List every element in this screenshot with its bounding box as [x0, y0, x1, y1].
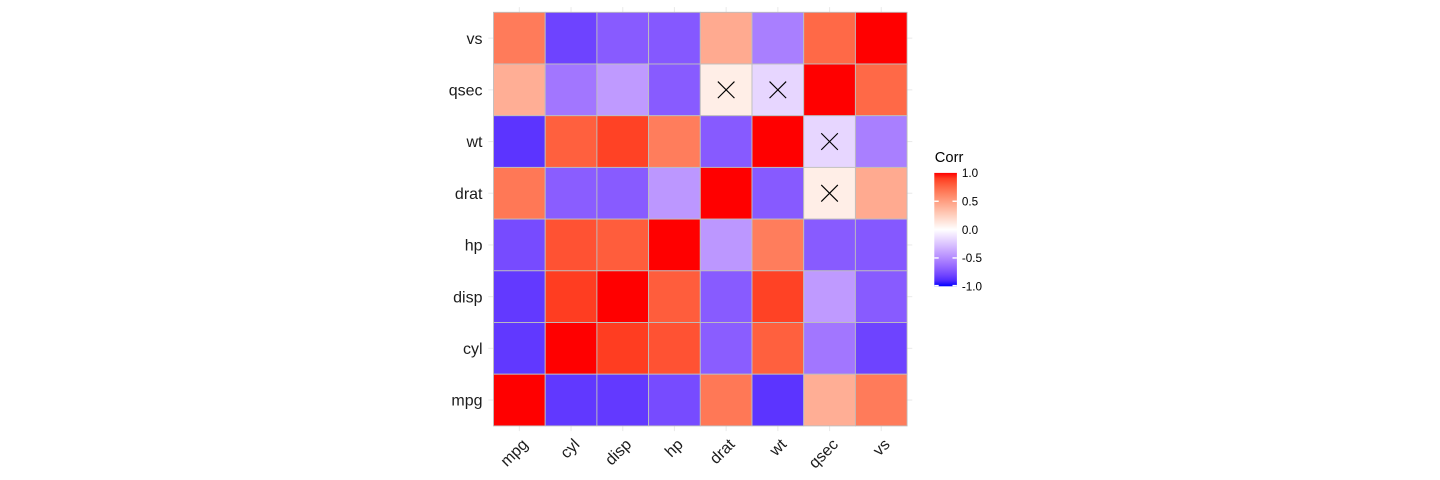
tile-vs-hp	[648, 11, 701, 65]
legend-colorbar	[934, 172, 957, 287]
legend-title: Corr	[935, 150, 964, 166]
x-axis-label-wt: wt	[766, 436, 790, 460]
tile-hp-drat	[699, 218, 753, 272]
y-axis-label-vs: vs	[467, 31, 483, 48]
x-axis-label-hp: hp	[662, 436, 687, 461]
tile-vs-cyl	[544, 11, 598, 65]
tile-disp-hp	[648, 270, 701, 323]
tile-qsec-cyl	[544, 63, 598, 117]
tile-qsec-vs	[854, 63, 908, 117]
tile-cyl-qsec	[803, 322, 856, 375]
tile-cyl-cyl	[544, 322, 598, 375]
tile-cyl-wt	[751, 322, 805, 375]
tile-drat-cyl	[544, 166, 598, 220]
tile-mpg-qsec	[803, 373, 856, 427]
y-axis-label-disp: disp	[453, 289, 482, 306]
tile-disp-drat	[699, 270, 753, 323]
tile-mpg-hp	[648, 373, 701, 427]
tile-cyl-disp	[596, 322, 650, 375]
tile-wt-hp	[648, 115, 701, 168]
tile-hp-cyl	[544, 218, 598, 272]
x-axis-label-disp: disp	[602, 436, 635, 469]
tile-drat-disp	[596, 166, 650, 220]
tile-mpg-vs	[854, 373, 908, 427]
x-axis-label-cyl: cyl	[558, 436, 584, 462]
tile-hp-mpg	[493, 218, 546, 272]
x-axis-label-drat: drat	[707, 436, 739, 468]
tile-vs-drat	[699, 11, 753, 65]
tile-qsec-disp	[596, 63, 650, 117]
tile-disp-cyl	[544, 270, 598, 323]
tile-vs-mpg	[493, 11, 546, 65]
y-axis-label-cyl: cyl	[463, 341, 483, 358]
cross-mark-wt-qsec	[820, 132, 839, 151]
tile-drat-hp	[648, 166, 701, 220]
legend-tick-labels: 1.0 0.5 0.0 -0.5 -1.0	[962, 167, 983, 293]
tile-cyl-vs	[854, 322, 908, 375]
tile-cyl-hp	[648, 322, 701, 375]
x-axis-label-qsec: qsec	[806, 436, 842, 472]
tile-disp-wt	[751, 270, 805, 323]
legend-tick-label--0.5: -0.5	[962, 252, 983, 265]
tile-mpg-cyl	[544, 373, 598, 427]
tile-mpg-drat	[699, 373, 753, 427]
y-axis-label-mpg: mpg	[451, 393, 482, 410]
legend-tick-label-1.0: 1.0	[962, 167, 979, 180]
tile-wt-cyl	[544, 115, 598, 168]
panel-grid-stubs	[488, 7, 913, 432]
tile-qsec-hp	[648, 63, 701, 117]
tile-wt-wt	[751, 115, 805, 168]
cross-mark-qsec-wt	[769, 81, 787, 99]
tile-drat-mpg	[493, 166, 546, 220]
tile-drat-drat	[699, 166, 753, 220]
cross-mark-drat-qsec	[820, 184, 839, 202]
tile-vs-vs	[854, 11, 908, 65]
y-axis-label-drat: drat	[455, 186, 483, 203]
tile-cyl-drat	[699, 322, 753, 375]
tile-qsec-mpg	[493, 63, 546, 117]
x-axis-label-vs: vs	[870, 436, 893, 459]
color-legend: Corr 1.0 0.5 0.0 -0.5 -1.0	[934, 150, 983, 294]
x-axis-labels: mpg cyl disp hp drat wt qsec vs	[498, 436, 894, 472]
tile-hp-disp	[596, 218, 650, 272]
tile-hp-hp	[648, 218, 701, 272]
tile-vs-wt	[751, 11, 805, 65]
insignificance-cross-marks	[717, 81, 839, 202]
y-axis-label-wt: wt	[466, 134, 484, 151]
tile-cyl-mpg	[493, 322, 546, 375]
tile-mpg-mpg	[493, 373, 546, 427]
tile-disp-disp	[596, 270, 650, 323]
cross-mark-qsec-drat	[717, 81, 735, 99]
tile-qsec-qsec	[803, 63, 856, 117]
legend-gradient-bar	[934, 172, 957, 287]
tile-wt-drat	[699, 115, 753, 168]
y-axis-labels: vs qsec wt drat hp disp cyl mpg	[449, 31, 483, 410]
tile-wt-mpg	[493, 115, 546, 168]
legend-tick-label--1.0: -1.0	[962, 281, 983, 294]
legend-tick-label-0.5: 0.5	[962, 195, 979, 208]
tile-disp-vs	[854, 270, 908, 323]
tile-wt-vs	[854, 115, 908, 168]
tile-hp-vs	[854, 218, 908, 272]
tile-mpg-disp	[596, 373, 650, 427]
tile-hp-wt	[751, 218, 805, 272]
y-axis-label-qsec: qsec	[449, 82, 483, 99]
x-axis-label-mpg: mpg	[498, 436, 532, 470]
tile-wt-disp	[596, 115, 650, 168]
tile-vs-disp	[596, 11, 650, 65]
tile-mpg-wt	[751, 373, 805, 427]
tile-drat-wt	[751, 166, 805, 220]
tile-vs-qsec	[803, 11, 856, 65]
legend-tick-label-0.0: 0.0	[962, 224, 979, 237]
tile-disp-mpg	[493, 270, 546, 323]
tile-drat-vs	[854, 166, 908, 220]
tile-hp-qsec	[803, 218, 856, 272]
tile-disp-qsec	[803, 270, 856, 323]
y-axis-label-hp: hp	[465, 238, 483, 255]
heatmap-tiles	[493, 11, 908, 427]
